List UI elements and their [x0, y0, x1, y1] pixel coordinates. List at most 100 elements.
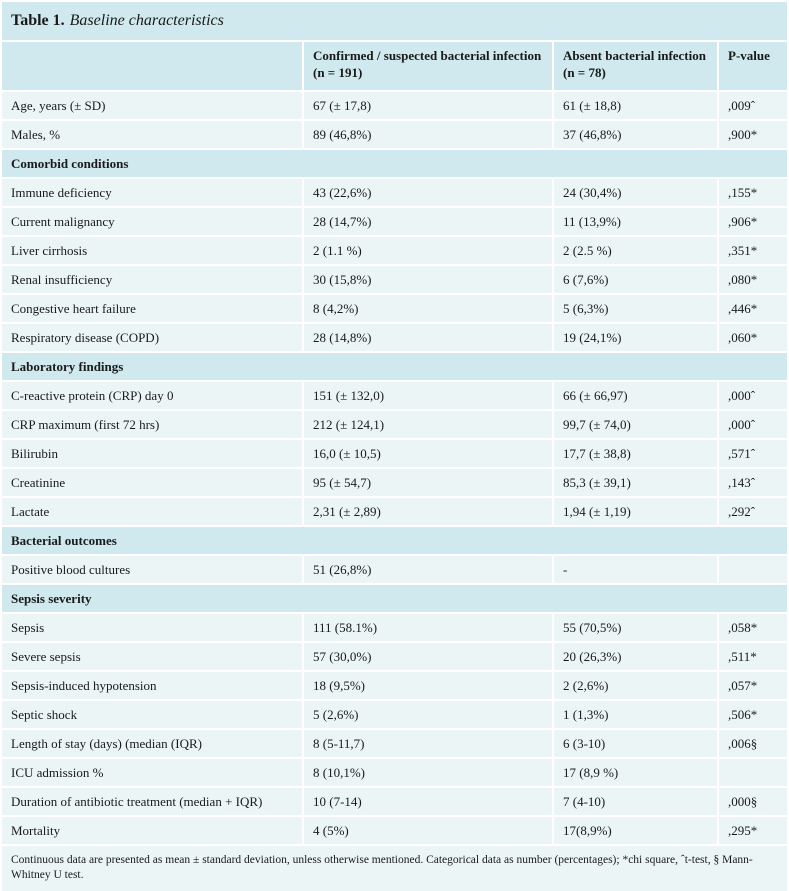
row-label: Congestive heart failure — [2, 295, 304, 324]
table-row: Length of stay (days) (median (IQR) 8 (5-… — [2, 730, 787, 759]
row-label: Creatinine — [2, 469, 304, 498]
confirmed-value: 18 (9,5%) — [304, 672, 554, 701]
table-row: Bilirubin 16,0 (± 10,5) 17,7 (± 38,8) ,571ˆ — [2, 440, 787, 469]
confirmed-value: 28 (14,7%) — [304, 208, 554, 237]
row-label: Severe sepsis — [2, 643, 304, 672]
absent-value: 2 (2,6%) — [554, 672, 719, 701]
table-row: Age, years (± SD) 67 (± 17,8) 61 (± 18,8),… — [2, 92, 787, 121]
row-label: Immune deficiency — [2, 179, 304, 208]
table-row: Sepsis 111 (58.1%) 55 (70,5%) ,058* — [2, 614, 787, 643]
row-label: Sepsis-induced hypotension — [2, 672, 304, 701]
section-header-row: Bacterial outcomes — [2, 527, 787, 556]
absent-value: 1 (1,3%) — [554, 701, 719, 730]
confirmed-value: 8 (4,2%) — [304, 295, 554, 324]
p-value: ,009ˆ — [719, 92, 787, 121]
row-label: Lactate — [2, 498, 304, 527]
table-row: Congestive heart failure 8 (4,2%) 5 (6,3%)… — [2, 295, 787, 324]
row-label: CRP maximum (first 72 hrs) — [2, 411, 304, 440]
row-label: Liver cirrhosis — [2, 237, 304, 266]
absent-value: 17,7 (± 38,8) — [554, 440, 719, 469]
p-value: ,506* — [719, 701, 787, 730]
p-value: ,143ˆ — [719, 469, 787, 498]
table-row: Duration of antibiotic treatment (median… — [2, 788, 787, 817]
table-row: Liver cirrhosis 2 (1.1 %) 2 (2.5 %) ,351* — [2, 237, 787, 266]
confirmed-value: 16,0 (± 10,5) — [304, 440, 554, 469]
absent-value: 24 (30,4%) — [554, 179, 719, 208]
confirmed-value: 212 (± 124,1) — [304, 411, 554, 440]
row-label: Mortality — [2, 817, 304, 846]
p-value: ,060* — [719, 324, 787, 353]
row-label: Current malignancy — [2, 208, 304, 237]
table-row: CRP maximum (first 72 hrs) 212 (± 124,1) 9… — [2, 411, 787, 440]
absent-value: 20 (26,3%) — [554, 643, 719, 672]
table-row: Current malignancy 28 (14,7%) 11 (13,9%) ,9… — [2, 208, 787, 237]
p-value: ,511* — [719, 643, 787, 672]
p-value: ,006§ — [719, 730, 787, 759]
table-row: Severe sepsis 57 (30,0%) 20 (26,3%) ,511* — [2, 643, 787, 672]
row-label: Length of stay (days) (median (IQR) — [2, 730, 304, 759]
row-label: Duration of antibiotic treatment (median… — [2, 788, 304, 817]
table-row: Respiratory disease (COPD) 28 (14,8%) 19 (… — [2, 324, 787, 353]
section-title: Bacterial outcomes — [2, 527, 787, 556]
row-label: Bilirubin — [2, 440, 304, 469]
header-cell-pvalue: P-value — [719, 42, 787, 92]
confirmed-value: 10 (7-14) — [304, 788, 554, 817]
confirmed-value: 95 (± 54,7) — [304, 469, 554, 498]
row-label: Positive blood cultures — [2, 556, 304, 585]
baseline-table: Confirmed / suspected bacterial infectio… — [2, 42, 787, 846]
row-label: Septic shock — [2, 701, 304, 730]
table-row: Septic shock 5 (2,6%) 1 (1,3%) ,506* — [2, 701, 787, 730]
absent-value: 2 (2.5 %) — [554, 237, 719, 266]
table-caption: Baseline characteristics — [69, 12, 224, 29]
section-title: Laboratory findings — [2, 353, 787, 382]
table-row: Males, % 89 (46,8%) 37 (46,8%) ,900* — [2, 121, 787, 150]
confirmed-value: 67 (± 17,8) — [304, 92, 554, 121]
confirmed-value: 30 (15,8%) — [304, 266, 554, 295]
confirmed-value: 89 (46,8%) — [304, 121, 554, 150]
table-title: Table 1. Baseline characteristics — [2, 2, 787, 42]
absent-value: 85,3 (± 39,1) — [554, 469, 719, 498]
p-value: ,000§ — [719, 788, 787, 817]
table-row: ICU admission % 8 (10,1%) 17 (8,9 %) — [2, 759, 787, 788]
table-row: Lactate 2,31 (± 2,89) 1,94 (± 1,19) ,292ˆ — [2, 498, 787, 527]
section-header-row: Sepsis severity — [2, 585, 787, 614]
table-row: C-reactive protein (CRP) day 0 151 (± 132… — [2, 382, 787, 411]
header-cell-absent: Absent bacterial infection (n = 78) — [554, 42, 719, 92]
absent-value: 17 (8,9 %) — [554, 759, 719, 788]
confirmed-value: 4 (5%) — [304, 817, 554, 846]
header-cell-label — [2, 42, 304, 92]
table-row: Positive blood cultures 51 (26,8%) - — [2, 556, 787, 585]
p-value: ,292ˆ — [719, 498, 787, 527]
confirmed-value: 2 (1.1 %) — [304, 237, 554, 266]
absent-value: 55 (70,5%) — [554, 614, 719, 643]
header-row: Confirmed / suspected bacterial infectio… — [2, 42, 787, 92]
table-row: Creatinine 95 (± 54,7) 85,3 (± 39,1) ,143ˆ — [2, 469, 787, 498]
absent-value: 1,94 (± 1,19) — [554, 498, 719, 527]
row-label: ICU admission % — [2, 759, 304, 788]
absent-value: 6 (7,6%) — [554, 266, 719, 295]
p-value: ,446* — [719, 295, 787, 324]
confirmed-value: 2,31 (± 2,89) — [304, 498, 554, 527]
section-title: Comorbid conditions — [2, 150, 787, 179]
absent-value: - — [554, 556, 719, 585]
p-value: ,900* — [719, 121, 787, 150]
table-row: Mortality 4 (5%) 17(8,9%) ,295* — [2, 817, 787, 846]
absent-value: 6 (3-10) — [554, 730, 719, 759]
section-header-row: Laboratory findings — [2, 353, 787, 382]
row-label: Respiratory disease (COPD) — [2, 324, 304, 353]
table-number: Table 1. — [11, 12, 65, 29]
confirmed-value: 28 (14,8%) — [304, 324, 554, 353]
section-header-row: Comorbid conditions — [2, 150, 787, 179]
row-label: Males, % — [2, 121, 304, 150]
confirmed-value: 57 (30,0%) — [304, 643, 554, 672]
header-cell-confirmed: Confirmed / suspected bacterial infectio… — [304, 42, 554, 92]
confirmed-value: 8 (5-11,7) — [304, 730, 554, 759]
absent-value: 99,7 (± 74,0) — [554, 411, 719, 440]
row-label: Sepsis — [2, 614, 304, 643]
absent-value: 37 (46,8%) — [554, 121, 719, 150]
p-value: ,155* — [719, 179, 787, 208]
confirmed-value: 151 (± 132,0) — [304, 382, 554, 411]
confirmed-value: 51 (26,8%) — [304, 556, 554, 585]
row-label: C-reactive protein (CRP) day 0 — [2, 382, 304, 411]
section-title: Sepsis severity — [2, 585, 787, 614]
